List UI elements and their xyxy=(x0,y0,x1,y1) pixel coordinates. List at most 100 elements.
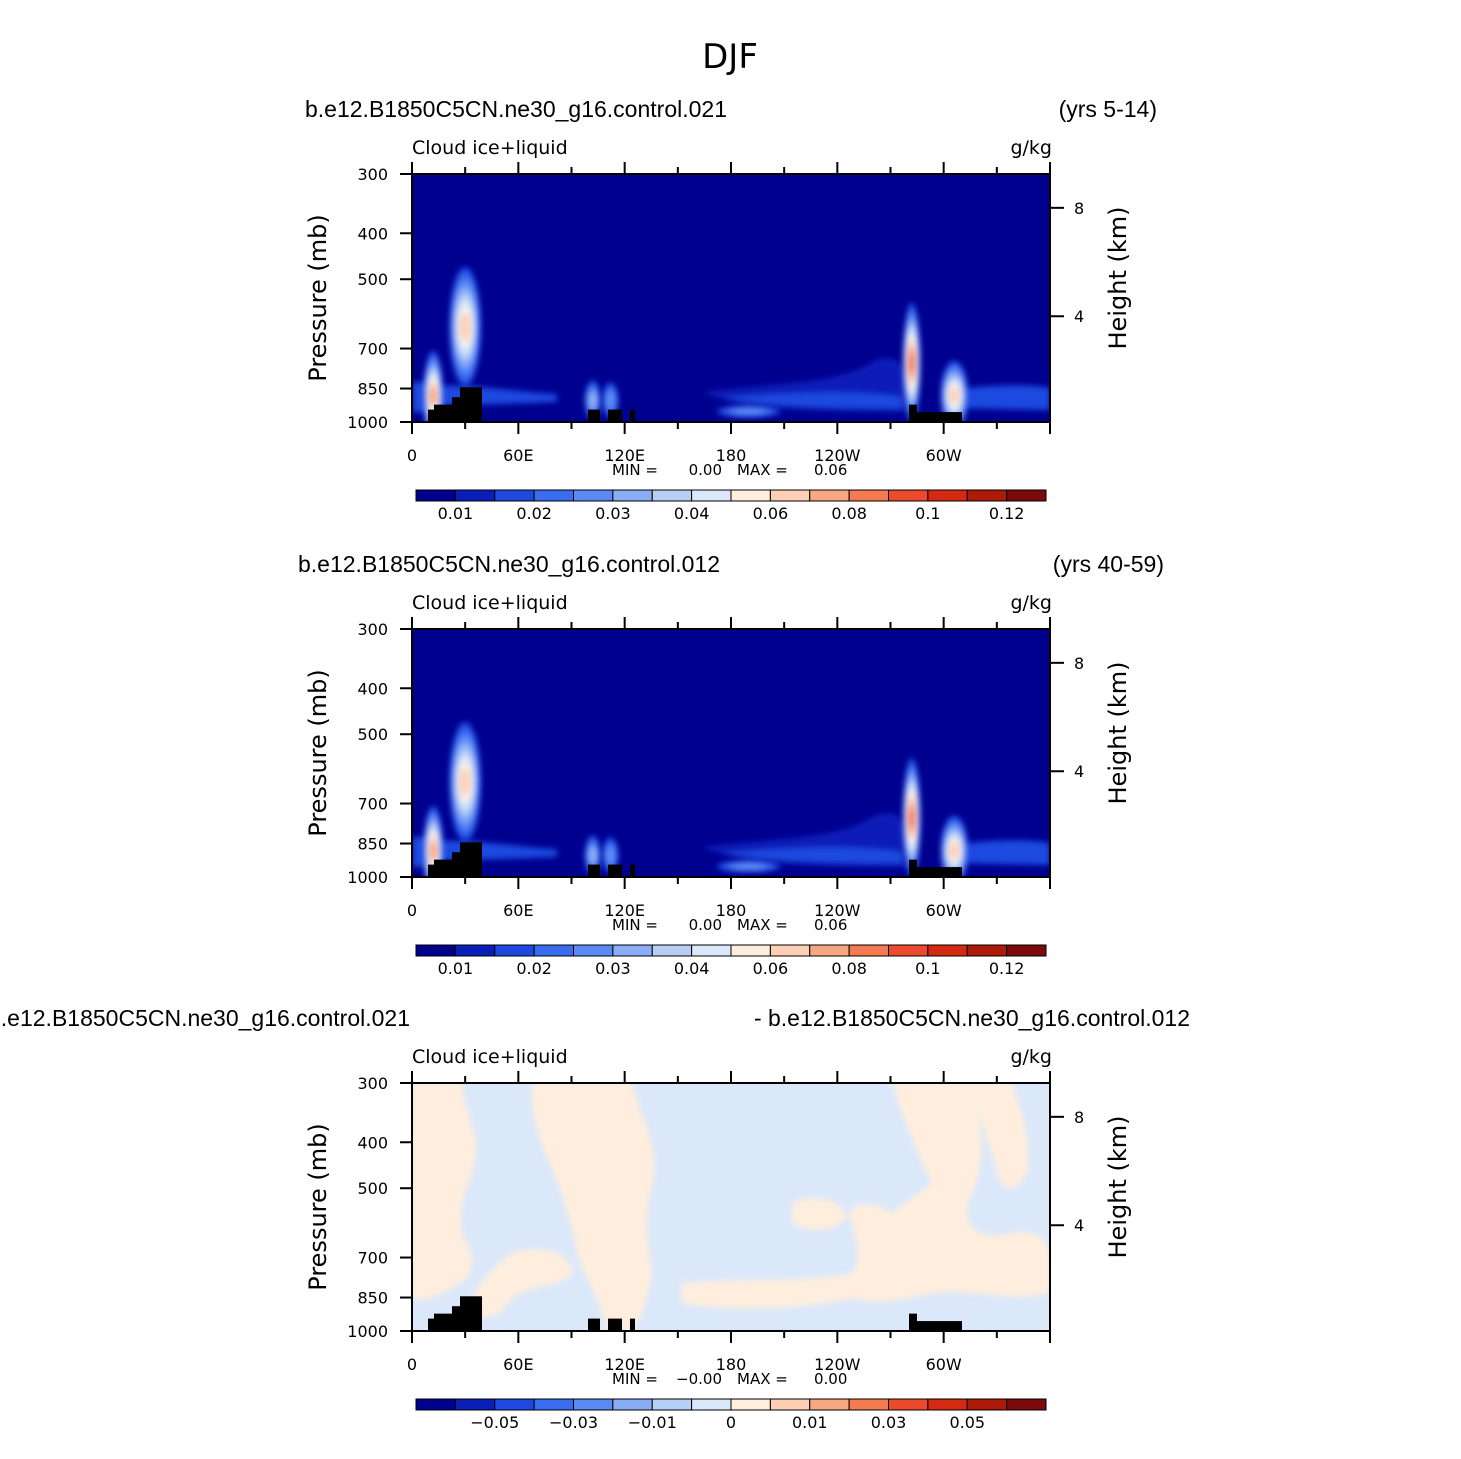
topography-mask xyxy=(428,387,962,422)
colorbar-label: 0.02 xyxy=(516,504,552,523)
height-tick-label: 4 xyxy=(1074,1216,1084,1235)
pressure-tick-label: 850 xyxy=(357,835,388,854)
colorbar-swatch xyxy=(533,944,574,957)
pressure-tick-label: 300 xyxy=(357,1074,388,1093)
colorbar-swatch xyxy=(769,489,811,502)
land-bar xyxy=(909,1313,917,1331)
longitude-tick-label: 60E xyxy=(503,901,533,920)
colorbar-label: 0.08 xyxy=(831,959,867,978)
height-tick-label: 8 xyxy=(1074,654,1084,673)
land-bar xyxy=(460,842,482,877)
longitude-axis: 0 60E 120E 180 120W 60W xyxy=(407,617,1051,920)
land-bar xyxy=(608,864,622,877)
pressure-tick-label: 400 xyxy=(357,1133,388,1152)
min-value: 0.00 xyxy=(689,461,722,479)
contour-field xyxy=(412,629,1050,877)
min-label: MIN = xyxy=(612,1370,658,1388)
colorbar-swatch xyxy=(809,944,850,957)
min-value: 0.00 xyxy=(689,916,722,934)
longitude-tick-label: 120W xyxy=(814,1355,861,1374)
low-cloud-band xyxy=(412,358,1050,412)
longitude-tick-label: 60W xyxy=(926,901,962,920)
pressure-tick-label: 500 xyxy=(357,270,388,289)
units-label: g/kg xyxy=(1010,592,1052,614)
pressure-tick-label: 850 xyxy=(357,1289,388,1308)
pressure-axis: 300 400 500 700 850 1000 Pressure (mb) xyxy=(304,165,412,432)
pressure-tick-label: 850 xyxy=(357,380,388,399)
colorbar-swatch xyxy=(573,1398,614,1411)
height-axis: 8 4 Height (km) xyxy=(1050,1108,1132,1258)
colorbar-swatch xyxy=(769,944,811,957)
colorbar-swatch xyxy=(691,944,732,957)
height-tick-label: 8 xyxy=(1074,199,1084,218)
colorbar-swatch xyxy=(966,944,1008,957)
pressure-axis: 300 400 500 700 850 1000 Pressure (mb) xyxy=(304,620,412,887)
colorbar: −0.05 −0.03 −0.01 0 0.01 0.03 0.05 xyxy=(415,1398,1047,1432)
topography-mask xyxy=(428,1296,962,1331)
pressure-tick-label: 300 xyxy=(357,620,388,639)
colorbar-swatch xyxy=(454,489,496,502)
longitude-tick-label: 0 xyxy=(407,901,417,920)
cloud-maximum xyxy=(423,350,444,422)
contour-field xyxy=(412,174,1050,422)
land-bar xyxy=(909,859,917,877)
colorbar-label: 0.03 xyxy=(595,959,631,978)
cloud-maximum xyxy=(940,815,969,877)
colorbar-swatch xyxy=(848,944,889,957)
land-bar xyxy=(460,387,482,422)
max-value: 0.06 xyxy=(814,461,847,479)
pressure-tick-label: 700 xyxy=(357,795,388,814)
colorbar-label: 0.03 xyxy=(871,1413,907,1432)
land-bar xyxy=(460,1296,482,1331)
colorbar-swatch xyxy=(494,489,535,502)
cloud-maximum xyxy=(716,860,781,873)
land-bar xyxy=(630,1318,635,1331)
land-bar xyxy=(917,412,962,422)
colorbar-swatch xyxy=(612,1398,653,1411)
land-bar xyxy=(588,409,600,422)
longitude-tick-label: 120E xyxy=(604,901,645,920)
longitude-tick-label: 0 xyxy=(407,446,417,465)
positive-difference-regions xyxy=(412,1083,1050,1331)
colorbar: 0.01 0.02 0.03 0.04 0.06 0.08 0.1 0.12 xyxy=(415,489,1047,523)
colorbar-swatch xyxy=(1006,489,1047,502)
colorbar-swatch xyxy=(494,1398,535,1411)
longitude-tick-label: 120W xyxy=(814,901,861,920)
y-axis-label: Pressure (mb) xyxy=(304,214,332,381)
pressure-tick-label: 300 xyxy=(357,165,388,184)
cloud-maximum xyxy=(602,382,619,419)
colorbar-swatch xyxy=(691,1398,732,1411)
cloud-maximum xyxy=(902,302,921,422)
case-left-title: b.e12.B1850C5CN.ne30_g16.control.012 xyxy=(298,551,720,577)
height-tick-label: 4 xyxy=(1074,762,1084,781)
longitude-axis: 0 60E 120E 180 120W 60W xyxy=(407,162,1051,465)
colorbar-swatch xyxy=(848,1398,889,1411)
land-bar xyxy=(909,404,917,422)
min-label: MIN = xyxy=(612,916,658,934)
colorbar-swatch xyxy=(494,944,535,957)
colorbar-swatch xyxy=(651,489,693,502)
min-max-readout: MIN = −0.00 MAX = 0.00 xyxy=(612,1370,847,1388)
cloud-maximum xyxy=(449,721,482,842)
pressure-tick-label: 1000 xyxy=(347,868,388,887)
right-y-axis-label: Height (km) xyxy=(1104,662,1132,805)
plot-area: 300 400 500 700 850 1000 Pressure (mb) 8 4 Height… xyxy=(304,1071,1132,1388)
colorbar-label: 0.12 xyxy=(989,504,1025,523)
land-bar xyxy=(630,409,635,422)
colorbar-label: 0.04 xyxy=(674,959,710,978)
colorbar-swatch xyxy=(888,944,929,957)
longitude-tick-label: 120E xyxy=(604,446,645,465)
colorbar-label: 0.1 xyxy=(915,504,940,523)
colorbar-label: 0 xyxy=(726,1413,736,1432)
plot-area: 300 400 500 700 850 1000 Pressure (mb) 8 4 Height… xyxy=(304,617,1132,934)
pressure-tick-label: 400 xyxy=(357,224,388,243)
land-bar xyxy=(588,864,600,877)
longitude-tick-label: 120W xyxy=(814,446,861,465)
topography-mask xyxy=(428,842,962,877)
colorbar-swatch xyxy=(848,489,889,502)
pressure-tick-label: 700 xyxy=(357,340,388,359)
colorbar-swatch xyxy=(927,489,968,502)
colorbar-swatch xyxy=(415,1398,456,1411)
height-tick-label: 8 xyxy=(1074,1108,1084,1127)
cloud-maximum xyxy=(602,837,619,874)
